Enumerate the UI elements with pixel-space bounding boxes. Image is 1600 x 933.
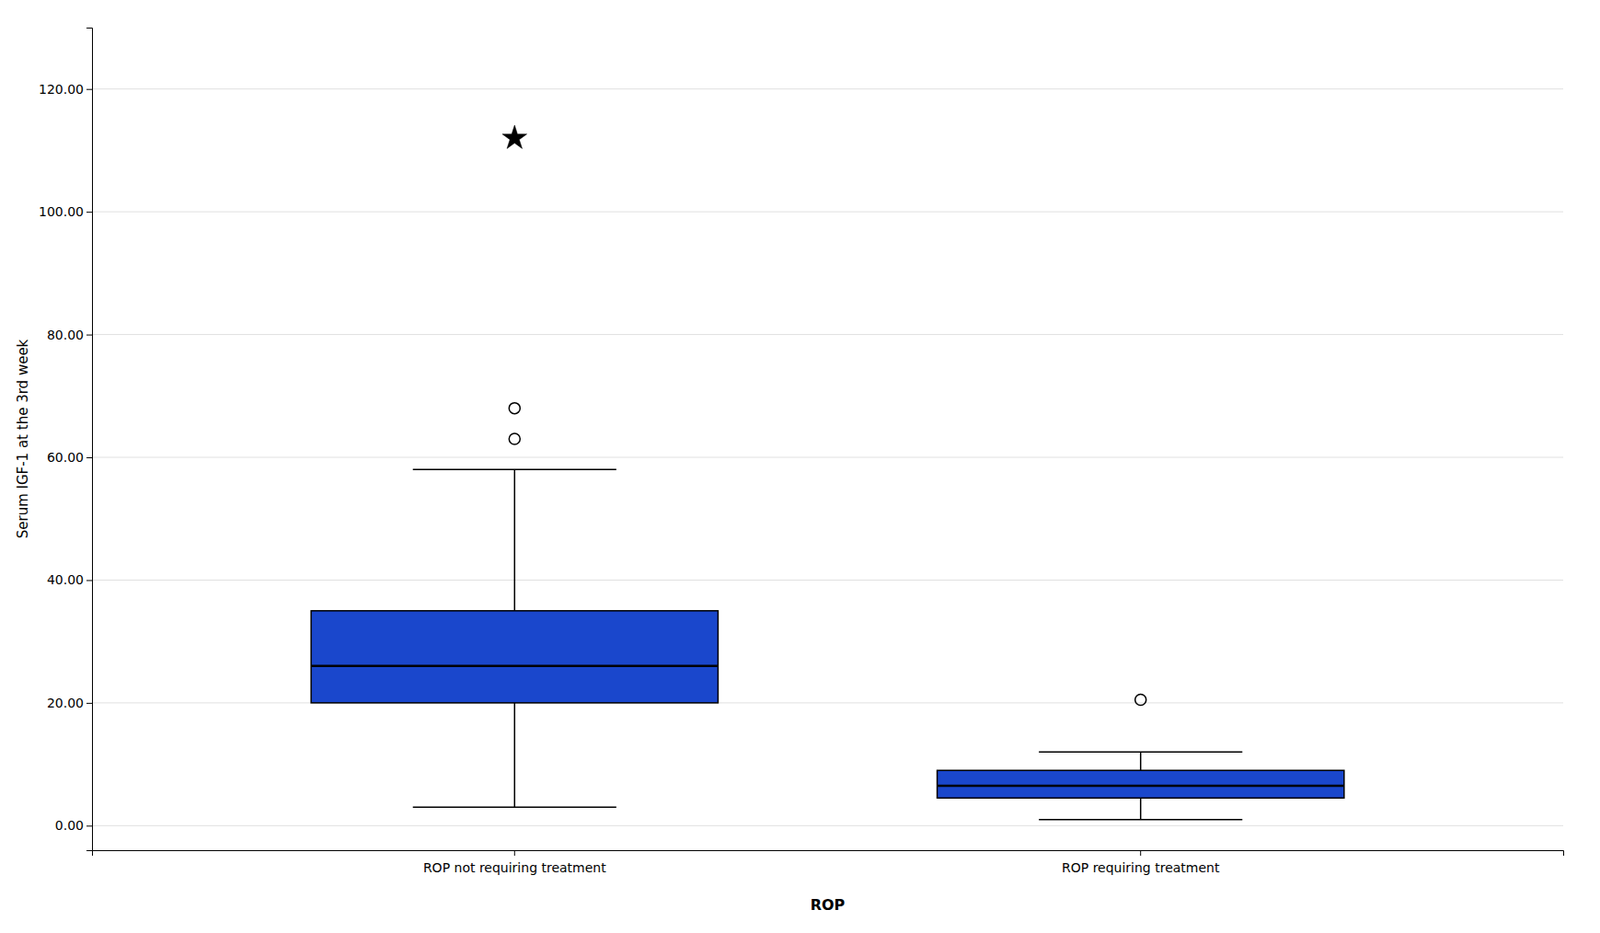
- whisker-high: [1139, 751, 1142, 771]
- whisker-low: [1139, 797, 1142, 819]
- whisker-low: [514, 702, 517, 807]
- y-axis: 0.00 20.00 40.00 60.00 80.00 100.00 120.00: [38, 28, 93, 852]
- x-axis: ROP not requiring treatment ROP requiring…: [92, 850, 1565, 875]
- marks: [310, 125, 1345, 820]
- whisker-cap-low: [413, 806, 617, 809]
- y-tick-mark: [86, 334, 93, 336]
- x-tick: ROP not requiring treatment: [423, 850, 607, 875]
- grid-line: [92, 88, 1564, 90]
- whisker-cap-high: [413, 469, 617, 472]
- outlier: [508, 433, 520, 445]
- x-tick-mark: [514, 850, 516, 856]
- y-tick: 40.00: [46, 572, 93, 588]
- y-tick: 100.00: [38, 204, 93, 219]
- grid-line: [92, 457, 1564, 459]
- x-tick: ROP requiring treatment: [1061, 850, 1221, 875]
- box-group: [937, 694, 1345, 820]
- x-axis-line: [92, 851, 1565, 857]
- grid: [92, 89, 1564, 827]
- box-group: [310, 125, 718, 807]
- y-tick-label: 80.00: [46, 327, 84, 343]
- y-tick-label: 0.00: [55, 817, 84, 833]
- box: [310, 610, 718, 703]
- y-tick-label: 120.00: [38, 81, 84, 97]
- y-axis-line: [86, 28, 93, 852]
- y-tick-label: 40.00: [46, 572, 84, 588]
- outlier: [508, 402, 520, 415]
- x-axis-title: ROP: [810, 896, 846, 914]
- grid-line: [92, 211, 1564, 213]
- box: [937, 770, 1345, 798]
- y-tick: 20.00: [46, 695, 93, 711]
- y-tick-mark: [86, 211, 93, 213]
- far-outlier: [502, 125, 528, 149]
- x-tick-label: ROP requiring treatment: [1061, 860, 1221, 875]
- plot: 0.00 20.00 40.00 60.00 80.00 100.00 120.00 ROP …: [38, 28, 1565, 876]
- x-tick-mark: [1139, 850, 1141, 856]
- median: [937, 784, 1345, 788]
- x-tick-label: ROP not requiring treatment: [423, 860, 607, 875]
- outlier: [1135, 694, 1147, 706]
- y-tick-label: 60.00: [46, 449, 84, 465]
- y-tick: 120.00: [38, 81, 93, 97]
- whisker-cap-low: [1038, 818, 1243, 821]
- y-axis-title: Serum IGF-1 at the 3rd week: [14, 338, 32, 539]
- y-tick: 0.00: [55, 817, 93, 833]
- y-tick-mark: [86, 457, 93, 459]
- whisker-high: [514, 469, 517, 611]
- y-tick-mark: [86, 702, 93, 704]
- whisker-cap-high: [1038, 751, 1243, 754]
- grid-line: [92, 579, 1564, 581]
- y-tick-label: 100.00: [38, 204, 84, 219]
- y-tick-mark: [86, 89, 93, 91]
- median: [310, 665, 718, 668]
- y-tick-mark: [86, 579, 93, 581]
- y-tick-label: 20.00: [46, 695, 84, 711]
- y-tick-mark: [86, 825, 93, 827]
- y-tick: 80.00: [46, 327, 93, 343]
- y-tick: 60.00: [46, 449, 93, 465]
- chart: 0.00 20.00 40.00 60.00 80.00 100.00 120.00 ROP …: [0, 0, 1600, 933]
- grid-line: [92, 825, 1564, 827]
- grid-line: [92, 333, 1564, 335]
